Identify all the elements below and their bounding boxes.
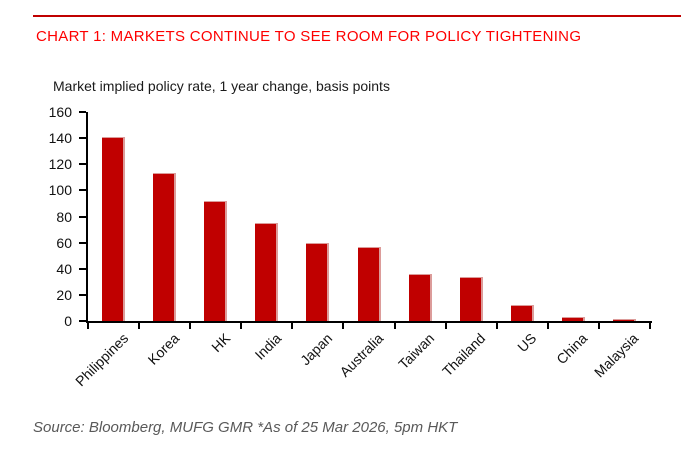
bar-us xyxy=(510,305,534,321)
y-axis-tick xyxy=(79,215,86,218)
bar-hk xyxy=(204,200,228,321)
x-axis-tick xyxy=(393,323,396,329)
bar-taiwan xyxy=(408,273,432,321)
x-axis-label-japan: Japan xyxy=(296,330,336,369)
x-axis-tick xyxy=(240,323,243,329)
x-axis-tick xyxy=(495,323,498,329)
x-axis-tick xyxy=(189,323,192,329)
x-axis-label-india: India xyxy=(251,330,285,363)
y-axis-tick-label: 100 xyxy=(48,182,72,199)
y-axis-tick xyxy=(79,163,86,166)
x-axis-label-us: US xyxy=(514,330,540,356)
x-axis-tick xyxy=(138,323,141,329)
header-rule xyxy=(33,15,681,17)
y-axis-tick xyxy=(79,111,86,113)
x-axis-label-taiwan: Taiwan xyxy=(395,330,438,373)
x-axis-label-hk: HK xyxy=(207,330,234,356)
x-axis-tick xyxy=(291,323,294,329)
bar-india xyxy=(255,223,279,321)
bar-australia xyxy=(357,246,381,321)
bar-malaysia xyxy=(612,319,636,321)
y-axis-tick xyxy=(79,241,86,244)
x-axis-line xyxy=(86,321,652,323)
x-axis-label-australia: Australia xyxy=(336,330,387,380)
y-axis-tick-label: 60 xyxy=(56,234,72,251)
chart-subtitle: Market implied policy rate, 1 year chang… xyxy=(53,78,390,94)
y-axis-line xyxy=(86,112,88,323)
y-axis-tick-label: 40 xyxy=(56,260,72,277)
y-axis-tick-label: 20 xyxy=(56,286,72,303)
bar-philippines xyxy=(102,136,126,321)
chart-title: CHART 1: MARKETS CONTINUE TO SEE ROOM FO… xyxy=(36,28,582,45)
x-axis-label-philippines: Philippines xyxy=(71,330,131,390)
x-axis-tick xyxy=(444,323,447,329)
source-note: Source: Bloomberg, MUFG GMR *As of 25 Ma… xyxy=(33,419,458,436)
x-axis-tick xyxy=(597,323,600,329)
x-axis-label-china: China xyxy=(553,330,591,368)
y-axis-tick xyxy=(79,137,86,140)
y-axis-tick xyxy=(79,267,86,270)
x-axis-label-korea: Korea xyxy=(144,330,182,368)
y-axis-tick xyxy=(79,320,86,322)
x-axis-label-thailand: Thailand xyxy=(439,330,489,380)
y-axis-tick-label: 160 xyxy=(48,104,72,120)
y-axis-tick-label: 0 xyxy=(64,313,72,329)
bar-korea xyxy=(153,173,177,321)
x-axis-tick xyxy=(342,323,345,329)
y-axis-tick xyxy=(79,189,86,192)
bar-china xyxy=(561,317,585,321)
x-axis-tick xyxy=(546,323,549,329)
x-axis-tick xyxy=(87,323,89,329)
x-axis-label-malaysia: Malaysia xyxy=(591,330,642,381)
bar-thailand xyxy=(459,276,483,321)
y-axis-tick-label: 80 xyxy=(56,208,72,225)
x-axis-tick xyxy=(649,323,651,329)
bar-japan xyxy=(306,242,330,321)
y-axis-tick xyxy=(79,293,86,296)
y-axis-tick-label: 140 xyxy=(48,130,72,147)
y-axis-tick-label: 120 xyxy=(48,156,72,173)
